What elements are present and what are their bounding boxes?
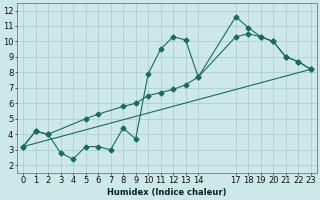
X-axis label: Humidex (Indice chaleur): Humidex (Indice chaleur) [107,188,227,197]
